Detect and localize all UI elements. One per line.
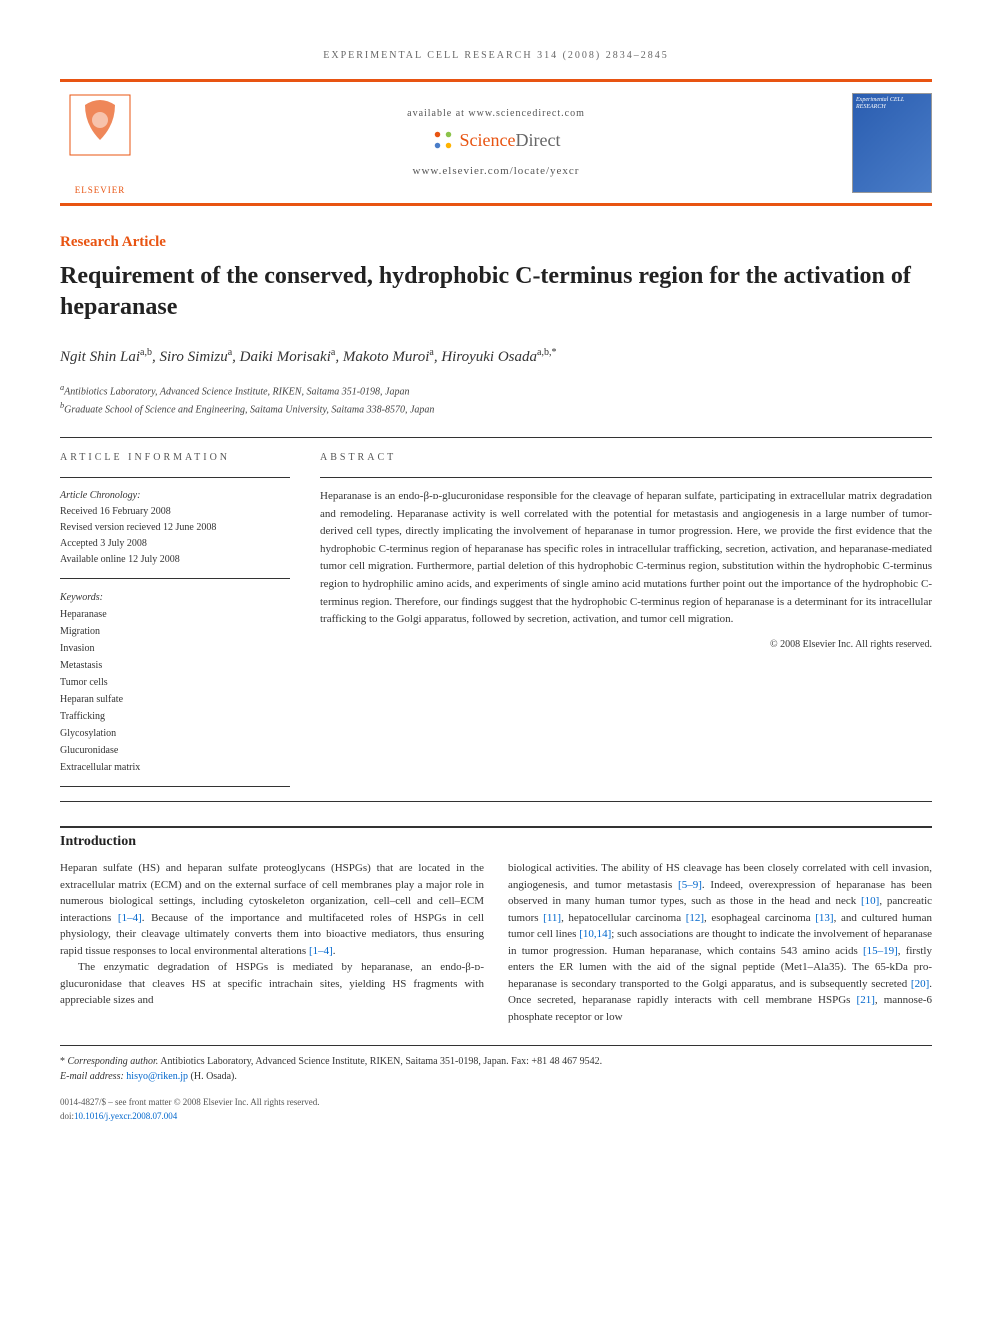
abstract-block: ABSTRACT Heparanase is an endo-β-ᴅ-glucu… xyxy=(320,452,932,787)
sd-brand-b: Direct xyxy=(515,130,560,150)
sd-brand-a: Science xyxy=(460,130,516,150)
sciencedirect-logo: ScienceDirect xyxy=(140,129,852,151)
corresponding-author: * Corresponding author. Antibiotics Labo… xyxy=(60,1054,932,1084)
keyword: Migration xyxy=(60,623,290,640)
doi-link[interactable]: 10.1016/j.yexcr.2008.07.004 xyxy=(74,1111,177,1121)
keyword: Glucuronidase xyxy=(60,742,290,759)
sciencedirect-icon xyxy=(432,129,454,151)
running-header: EXPERIMENTAL CELL RESEARCH 314 (2008) 28… xyxy=(60,50,932,61)
abstract-heading: ABSTRACT xyxy=(320,452,932,463)
corr-label: Corresponding author. xyxy=(68,1056,159,1067)
author-aff: a,b xyxy=(140,347,152,358)
doi-label: doi: xyxy=(60,1111,74,1121)
body-text: The enzymatic degradation of HSPGs is me… xyxy=(60,961,484,1006)
body-text: . xyxy=(333,945,336,957)
keywords-label: Keywords: xyxy=(60,589,290,606)
email-label: E-mail address: xyxy=(60,1071,124,1082)
keyword: Invasion xyxy=(60,640,290,657)
body-text: , esophageal carcinoma xyxy=(704,912,815,924)
keyword: Heparanase xyxy=(60,606,290,623)
keyword: Tumor cells xyxy=(60,674,290,691)
journal-url: www.elsevier.com/locate/yexcr xyxy=(140,165,852,177)
author: Hiroyuki Osada xyxy=(441,349,537,365)
author: Siro Simizu xyxy=(159,349,227,365)
author-aff: a xyxy=(228,347,232,358)
article-title: Requirement of the conserved, hydrophobi… xyxy=(60,261,932,323)
chronology-online: Available online 12 July 2008 xyxy=(60,552,290,568)
body-column-left: Heparan sulfate (HS) and heparan sulfate… xyxy=(60,860,484,1025)
introduction-heading: Introduction xyxy=(60,826,932,850)
corr-text: Antibiotics Laboratory, Advanced Science… xyxy=(160,1056,602,1067)
availability-text: available at www.sciencedirect.com xyxy=(140,108,852,119)
citation-link[interactable]: [11] xyxy=(543,912,561,924)
citation-link[interactable]: [21] xyxy=(857,994,875,1006)
chronology-label: Article Chronology: xyxy=(60,488,290,504)
citation-link[interactable]: [13] xyxy=(815,912,833,924)
affiliation-b: Graduate School of Science and Engineeri… xyxy=(64,404,434,415)
chronology-received: Received 16 February 2008 xyxy=(60,504,290,520)
footer-doi-block: 0014-4827/$ – see front matter © 2008 El… xyxy=(60,1096,932,1123)
keyword: Trafficking xyxy=(60,708,290,725)
author-aff: a,b,* xyxy=(537,347,556,358)
abstract-copyright: © 2008 Elsevier Inc. All rights reserved… xyxy=(320,639,932,650)
citation-link[interactable]: [5–9] xyxy=(678,879,702,891)
keyword: Extracellular matrix xyxy=(60,759,290,776)
author: Daiki Morisaki xyxy=(240,349,331,365)
article-info-heading: ARTICLE INFORMATION xyxy=(60,452,290,463)
author-aff: a xyxy=(331,347,335,358)
affiliations: aAntibiotics Laboratory, Advanced Scienc… xyxy=(60,382,932,417)
author-aff: a xyxy=(429,347,433,358)
citation-link[interactable]: [10] xyxy=(861,895,879,907)
article-info-sidebar: ARTICLE INFORMATION Article Chronology: … xyxy=(60,452,290,787)
header-bar: ELSEVIER available at www.sciencedirect.… xyxy=(60,79,932,206)
citation-link[interactable]: [1–4] xyxy=(309,945,333,957)
citation-link[interactable]: [10,14] xyxy=(579,928,611,940)
author-list: Ngit Shin Laia,b, Siro Simizua, Daiki Mo… xyxy=(60,347,932,366)
author: Makoto Muroi xyxy=(343,349,430,365)
elsevier-logo-text: ELSEVIER xyxy=(60,185,140,195)
keyword: Glycosylation xyxy=(60,725,290,742)
affiliation-a: Antibiotics Laboratory, Advanced Science… xyxy=(64,387,409,398)
citation-link[interactable]: [1–4] xyxy=(118,912,142,924)
email-author: (H. Osada). xyxy=(191,1071,237,1082)
body-column-right: biological activities. The ability of HS… xyxy=(508,860,932,1025)
chronology-revised: Revised version recieved 12 June 2008 xyxy=(60,520,290,536)
elsevier-logo: ELSEVIER xyxy=(60,90,140,195)
citation-link[interactable]: [20] xyxy=(911,978,929,990)
article-type: Research Article xyxy=(60,234,932,251)
issn-line: 0014-4827/$ – see front matter © 2008 El… xyxy=(60,1096,932,1110)
citation-link[interactable]: [15–19] xyxy=(863,945,898,957)
body-text: , hepatocellular carcinoma xyxy=(561,912,686,924)
citation-link[interactable]: [12] xyxy=(686,912,704,924)
abstract-text: Heparanase is an endo-β-ᴅ-glucuronidase … xyxy=(320,477,932,629)
journal-cover-image xyxy=(852,93,932,193)
corr-marker: * xyxy=(60,1056,65,1067)
email-link[interactable]: hisyo@riken.jp xyxy=(126,1071,188,1082)
keyword: Heparan sulfate xyxy=(60,691,290,708)
body-columns: Heparan sulfate (HS) and heparan sulfate… xyxy=(60,860,932,1025)
chronology-accepted: Accepted 3 July 2008 xyxy=(60,536,290,552)
keyword: Metastasis xyxy=(60,657,290,674)
author: Ngit Shin Lai xyxy=(60,349,140,365)
